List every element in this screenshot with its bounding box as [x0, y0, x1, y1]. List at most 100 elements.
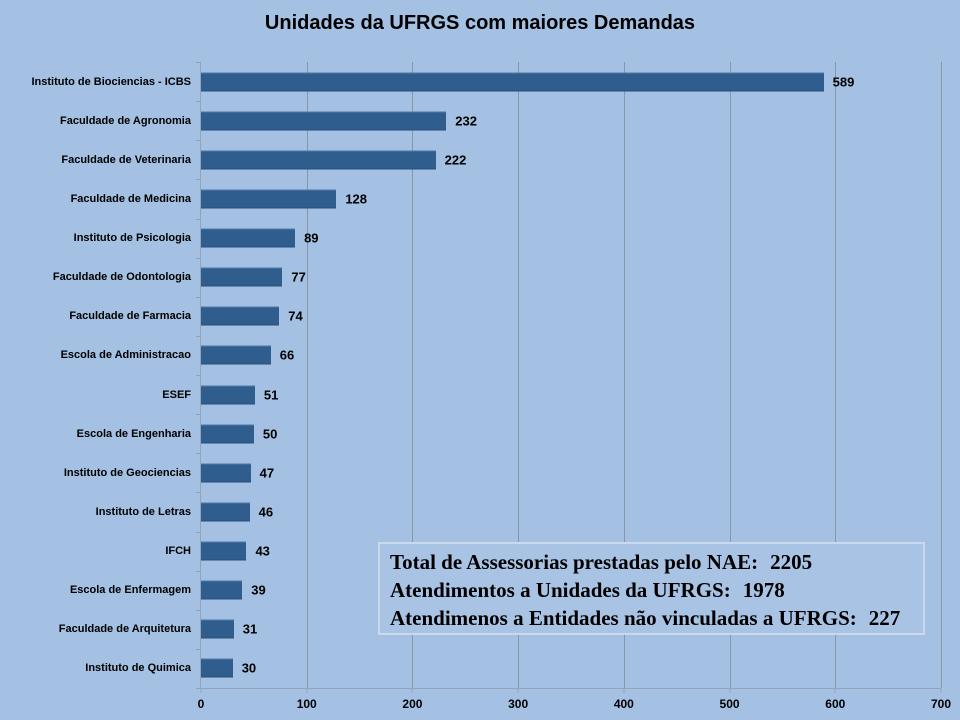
- category-label: Instituto de Quimica: [85, 662, 191, 675]
- bar-row: Instituto de Quimica 30: [85, 649, 941, 688]
- y-axis-tick-mark: [196, 375, 201, 376]
- x-axis-tick-label: 200: [402, 697, 423, 711]
- bar-row: ESEF 51: [162, 375, 941, 414]
- bar: [201, 502, 250, 522]
- category-label: Instituto de Geociencias: [63, 466, 191, 479]
- x-axis-tick-mark: [729, 688, 731, 693]
- value-label: 589: [832, 74, 855, 90]
- x-axis-tick-mark: [517, 688, 519, 693]
- value-label: 128: [345, 191, 368, 207]
- category-label: Instituto de Biociencias - ICBS: [31, 75, 191, 88]
- value-label: 31: [242, 621, 258, 637]
- bar: [201, 385, 255, 405]
- bar: [201, 658, 233, 678]
- bar: [201, 306, 280, 326]
- gridline-x-200: [412, 62, 414, 688]
- bar-row: Faculdade de Farmacia 74: [69, 297, 941, 336]
- bar: [201, 580, 243, 600]
- bar: [201, 463, 251, 483]
- y-axis-tick-mark: [196, 62, 201, 63]
- x-axis-tick-label: 700: [930, 697, 952, 711]
- x-axis-tick-mark: [411, 688, 413, 693]
- value-label: 74: [288, 308, 303, 324]
- chart-title: Unidades da UFRGS com maiores Demandas: [264, 12, 696, 34]
- bar: [201, 267, 283, 287]
- summary-line-entidades: Atendimenos a Entidades não vinculadas a…: [390, 604, 923, 632]
- bar: [201, 541, 247, 561]
- y-axis-tick-mark: [196, 492, 201, 494]
- category-label: Faculdade de Farmacia: [69, 310, 191, 323]
- category-label: ESEF: [162, 388, 191, 401]
- x-axis-tick-label: 600: [825, 697, 846, 711]
- y-axis-tick-mark: [196, 688, 201, 689]
- x-axis-tick-label: 400: [613, 697, 634, 711]
- bar: [201, 189, 337, 209]
- bar-chart-plot-area: 0 100 200 300 400 500 600 700 Instituto de Bioci…: [31, 62, 951, 711]
- bar-row: Instituto de Biociencias - ICBS 589: [31, 62, 941, 101]
- summary-value: 1978: [742, 578, 785, 602]
- category-label: Instituto de Psicologia: [73, 232, 191, 245]
- y-axis-tick-mark: [196, 453, 201, 455]
- value-label: 51: [263, 387, 279, 403]
- category-label: Escola de Enfermagem: [69, 584, 191, 597]
- category-label: Escola de Administracao: [60, 349, 191, 362]
- category-label: IFCH: [165, 545, 191, 558]
- summary-box: Total de Assessorias prestadas pelo NAE:…: [378, 542, 925, 635]
- summary-line-total: Total de Assessorias prestadas pelo NAE:…: [390, 548, 923, 576]
- value-label: 39: [251, 582, 266, 598]
- bar: [201, 150, 436, 170]
- summary-value: 2205: [770, 550, 813, 574]
- value-label: 46: [258, 504, 274, 520]
- x-axis-tick-mark: [834, 688, 836, 693]
- bar: [201, 424, 254, 444]
- category-label: Faculdade de Odontologia: [52, 271, 191, 284]
- y-axis-tick-mark: [196, 257, 201, 259]
- bar-row: Faculdade de Odontologia 77: [53, 258, 941, 297]
- gridline-x-600: [835, 62, 837, 688]
- x-axis-tick-mark: [623, 688, 625, 693]
- value-label: 66: [279, 347, 295, 363]
- gridline-x-500: [729, 62, 731, 688]
- y-axis-tick-mark: [196, 609, 201, 611]
- value-label: 89: [304, 230, 319, 246]
- x-axis-tick-label: 300: [508, 697, 529, 711]
- category-label: Faculdade de Agronomia: [59, 114, 191, 127]
- y-axis-tick-mark: [196, 648, 201, 650]
- value-label: 30: [241, 660, 257, 676]
- value-label: 43: [255, 543, 270, 559]
- category-label: Faculdade de Veterinaria: [61, 153, 191, 166]
- y-axis-tick-mark: [196, 335, 201, 337]
- x-axis-tick-mark: [200, 688, 202, 693]
- bar-row: Faculdade de Arquitetura 31: [59, 610, 941, 649]
- y-axis-tick-mark: [196, 414, 201, 416]
- x-axis-tick-mark: [940, 688, 942, 693]
- bar-row: IFCH 43: [165, 532, 941, 571]
- value-label: 232: [455, 113, 477, 129]
- y-axis-tick-mark: [196, 218, 201, 220]
- bar: [201, 345, 271, 365]
- bar-row: Faculdade de Medicina 128: [71, 179, 941, 218]
- gridline-x-400: [623, 62, 625, 688]
- bar: [201, 72, 824, 92]
- y-axis-tick-mark: [196, 179, 201, 181]
- gridline-x-100: [306, 62, 308, 688]
- bar-row: Instituto de Letras 46: [96, 492, 941, 531]
- category-label: Instituto de Letras: [95, 505, 191, 518]
- summary-label: Atendimenos a Entidades não vinculadas a…: [390, 606, 857, 630]
- value-label: 50: [262, 426, 278, 442]
- bar-row: Escola de Administracao 66: [61, 336, 941, 375]
- gridline-x-700: [941, 62, 942, 688]
- x-axis-tick-label: 500: [719, 697, 740, 711]
- category-label: Faculdade de Medicina: [70, 192, 191, 205]
- summary-label: Total de Assessorias prestadas pelo NAE:: [390, 550, 759, 574]
- summary-label: Atendimentos a Unidades da UFRGS:: [390, 578, 731, 602]
- y-axis-tick-mark: [196, 531, 201, 533]
- bar: [201, 228, 296, 248]
- summary-value: 227: [868, 606, 901, 630]
- y-axis-tick-mark: [196, 140, 201, 142]
- gridline-x-300: [518, 62, 520, 688]
- category-label: Faculdade de Arquitetura: [58, 623, 191, 636]
- y-axis-tick-mark: [196, 570, 201, 572]
- bar: [201, 619, 234, 639]
